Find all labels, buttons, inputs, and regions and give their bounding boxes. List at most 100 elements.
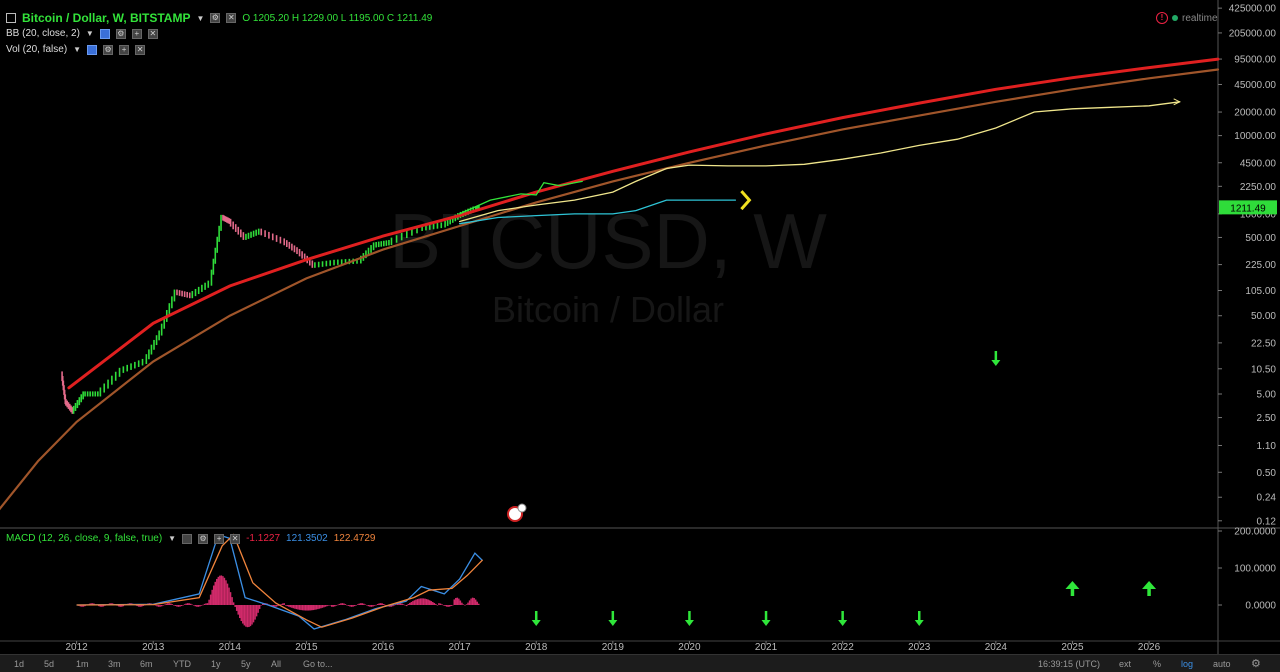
- candle: [178, 290, 181, 296]
- macd-bar: [462, 604, 465, 605]
- close-icon[interactable]: ✕: [147, 28, 158, 39]
- macd-bar: [419, 598, 422, 605]
- plus-icon[interactable]: +: [214, 533, 225, 544]
- ext-toggle[interactable]: ext: [1119, 659, 1132, 669]
- macd-bar: [438, 603, 440, 605]
- candle: [130, 363, 132, 370]
- y-tick-label: 95000.00: [1234, 55, 1276, 66]
- eye-icon[interactable]: [99, 28, 110, 39]
- plus-icon[interactable]: +: [131, 28, 142, 39]
- arrow-down-icon: [914, 611, 924, 626]
- macd-bar: [222, 576, 224, 605]
- macd-bar: [413, 600, 416, 605]
- candle: [449, 217, 452, 225]
- macd-bar: [320, 605, 322, 609]
- chevron-down-icon[interactable]: ▼: [85, 29, 94, 38]
- macd-bar: [237, 605, 239, 615]
- eye-icon[interactable]: [182, 533, 193, 544]
- macd-bar: [203, 603, 206, 605]
- series-line: [67, 57, 1220, 390]
- range-5d[interactable]: 5d: [44, 659, 55, 669]
- range-3m[interactable]: 3m: [108, 659, 121, 669]
- macd-bar: [376, 604, 379, 605]
- series-line: [458, 180, 583, 215]
- bb-indicator-label[interactable]: BB (20, close, 2): [6, 28, 80, 39]
- range-1m[interactable]: 1m: [76, 659, 89, 669]
- vol-indicator-label[interactable]: Vol (20, false): [6, 44, 68, 55]
- chevron-down-icon[interactable]: ▼: [196, 13, 205, 23]
- chevron-down-icon[interactable]: ▼: [73, 45, 82, 54]
- macd-bar: [355, 605, 357, 606]
- macd-bar: [404, 605, 406, 606]
- candle: [296, 247, 298, 255]
- candle: [207, 280, 210, 288]
- candle: [228, 218, 231, 224]
- chevron-down-icon[interactable]: ▼: [168, 534, 177, 543]
- range-1d[interactable]: 1d: [14, 659, 25, 669]
- macd-bar: [162, 605, 164, 606]
- range-5y[interactable]: 5y: [241, 659, 251, 669]
- macd-bar: [321, 605, 324, 608]
- macd-bar: [432, 601, 434, 605]
- settings-icon[interactable]: ⚙: [103, 44, 114, 55]
- macd-bar: [433, 602, 436, 605]
- candle: [285, 240, 288, 248]
- range-all[interactable]: All: [271, 659, 282, 669]
- log-toggle[interactable]: log: [1181, 659, 1194, 669]
- candle: [240, 229, 242, 238]
- series-line: [458, 101, 1181, 223]
- macd-bar: [333, 605, 336, 607]
- arrow-down-icon: [838, 611, 848, 626]
- alert-icon[interactable]: !: [1156, 12, 1168, 24]
- arrow-head: [761, 620, 771, 626]
- goto-button[interactable]: Go to...: [303, 659, 333, 669]
- candle: [71, 407, 74, 414]
- collapse-checkbox[interactable]: [6, 13, 16, 23]
- macd-bar: [182, 605, 184, 606]
- arrow-head: [684, 620, 694, 626]
- range-1y[interactable]: 1y: [211, 659, 221, 669]
- settings-icon[interactable]: ⚙: [115, 28, 126, 39]
- candle: [94, 391, 97, 397]
- range-6m[interactable]: 6m: [140, 659, 153, 669]
- auto-toggle[interactable]: auto: [1213, 659, 1231, 669]
- macd-bar: [219, 575, 221, 605]
- settings-icon[interactable]: ⚙: [210, 13, 221, 23]
- macd-bar: [258, 605, 261, 609]
- symbol-title[interactable]: Bitcoin / Dollar, W, BITSTAMP: [22, 11, 191, 25]
- close-icon[interactable]: ✕: [230, 533, 241, 544]
- candle: [257, 228, 260, 235]
- arrow-head: [608, 620, 618, 626]
- chevron-right-icon: [740, 190, 752, 211]
- macd-bar: [326, 605, 328, 607]
- macd-bar: [346, 604, 348, 606]
- macd-bar: [183, 604, 186, 605]
- macd-title[interactable]: MACD (12, 26, close, 9, false, true): [6, 533, 163, 544]
- plus-icon[interactable]: +: [119, 44, 130, 55]
- settings-icon[interactable]: ⚙: [198, 533, 209, 544]
- candle: [68, 403, 71, 411]
- range-ytd[interactable]: YTD: [173, 659, 191, 669]
- x-tick-label: 2017: [448, 642, 471, 653]
- gear-icon[interactable]: ⚙: [1251, 658, 1261, 670]
- eye-icon[interactable]: [87, 44, 98, 55]
- macd-bar: [372, 605, 374, 607]
- macd-bar: [435, 603, 437, 605]
- close-icon[interactable]: ✕: [135, 44, 146, 55]
- macd-signal-value: 122.4729: [333, 533, 376, 544]
- candle: [237, 226, 240, 235]
- percent-toggle[interactable]: %: [1153, 659, 1162, 669]
- utc-clock: 16:39:15 (UTC): [1038, 659, 1101, 669]
- macd-bar: [289, 605, 292, 608]
- close-icon[interactable]: ✕: [226, 13, 237, 23]
- y-tick-label: 50.00: [1251, 311, 1276, 322]
- macd-bar: [465, 604, 468, 605]
- macd-bar: [199, 605, 201, 607]
- macd-bar: [275, 605, 278, 607]
- candle: [416, 225, 418, 234]
- macd-bar: [284, 605, 287, 606]
- y-tick-label: 2250.00: [1240, 182, 1277, 193]
- macd-bar: [327, 605, 330, 606]
